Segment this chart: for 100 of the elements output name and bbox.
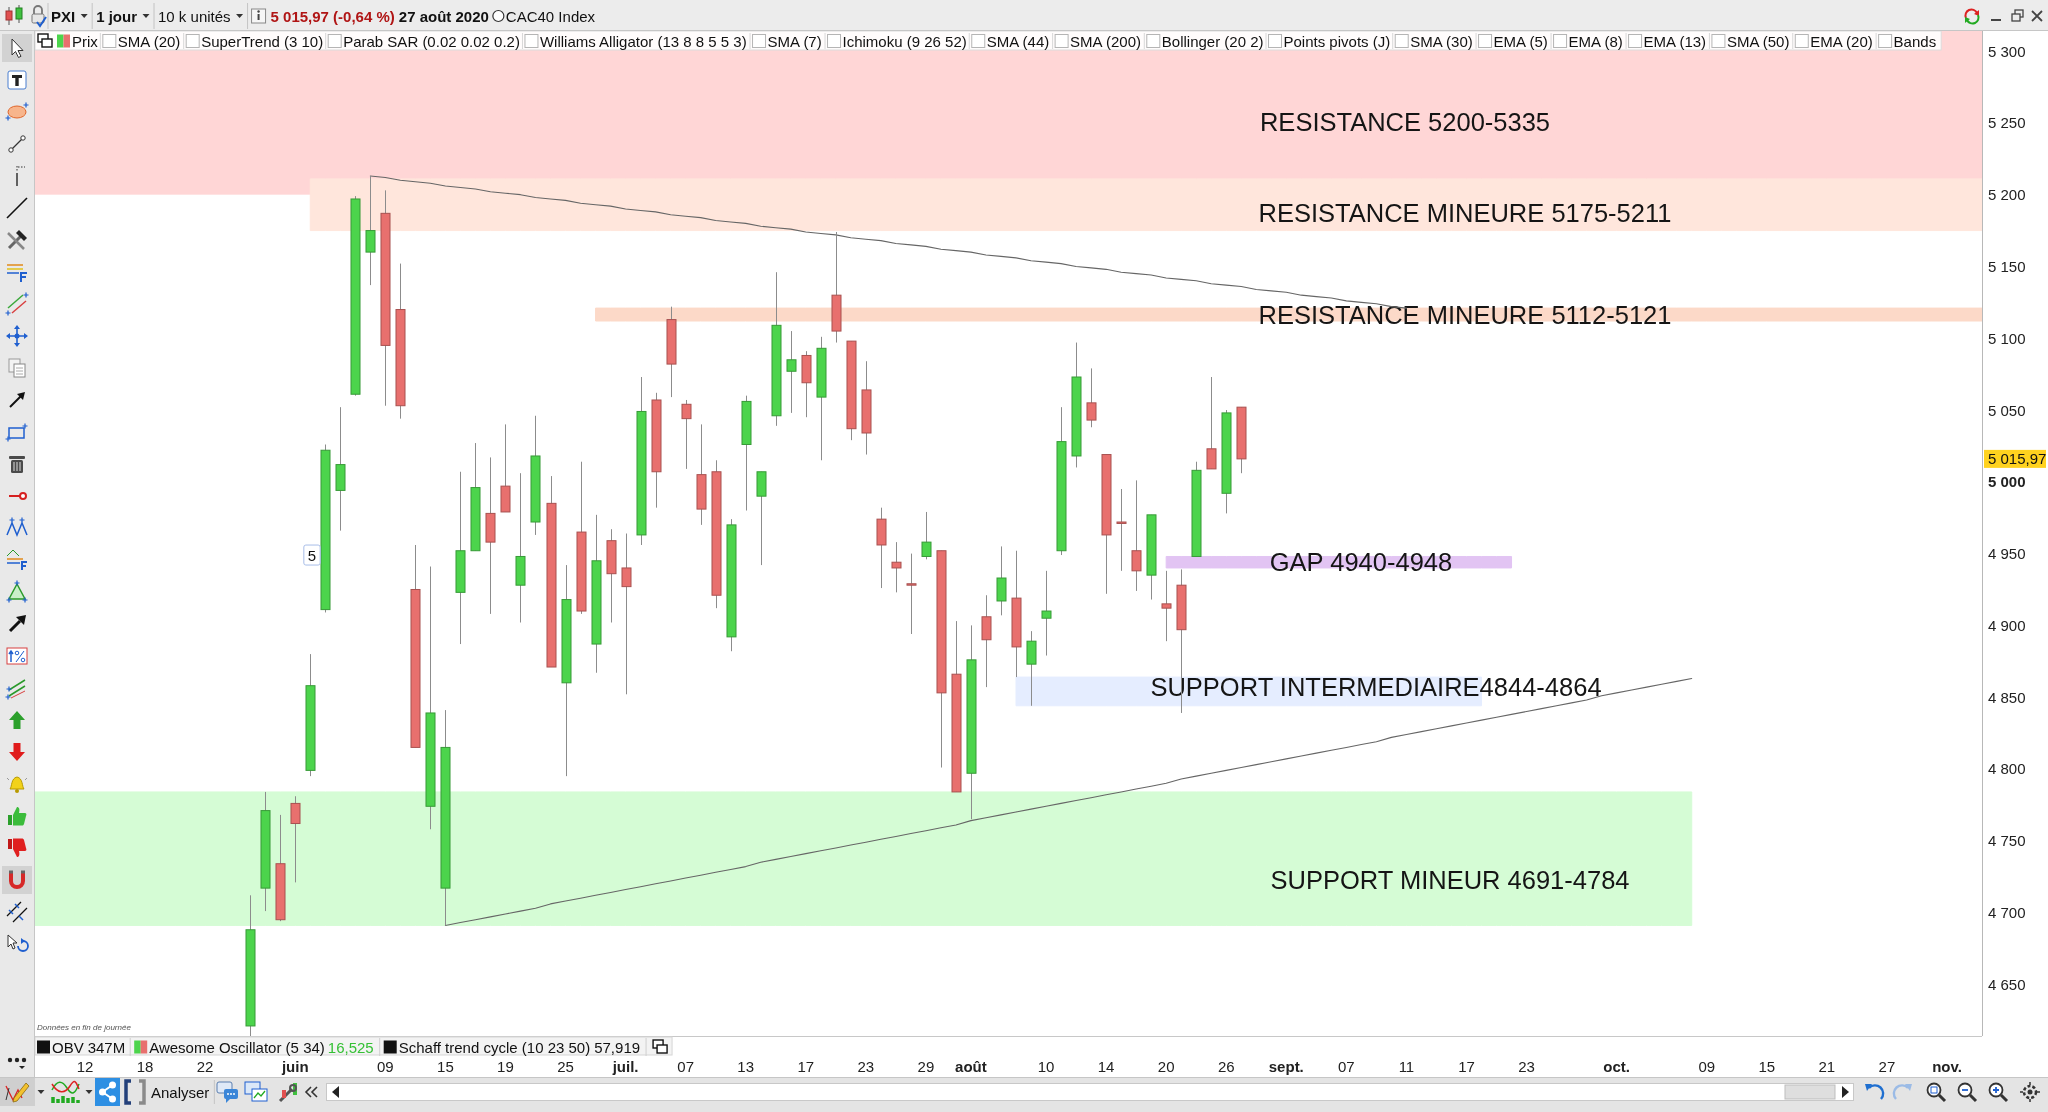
candlestick — [921, 511, 932, 560]
x-tick-label: 15 — [1758, 1057, 1776, 1075]
x-tick-label: nov. — [1932, 1057, 1962, 1075]
annotation: SMA (7) — [767, 32, 822, 50]
y-tick-label: 4 700 — [1988, 904, 2026, 922]
candlestick — [621, 533, 632, 695]
text: 16,525 — [327, 1038, 374, 1056]
x-tick-label: 26 — [1217, 1057, 1235, 1075]
annotation: SMA (44) — [986, 32, 1050, 50]
annotation: Bands — [1893, 32, 1937, 50]
x-tick-label: 07 — [1338, 1057, 1355, 1075]
annotation: GAP 4940-4948 — [1269, 548, 1453, 577]
text: 1 jour — [96, 7, 138, 25]
chart-subtitle: 27 août 2020 — [398, 7, 489, 25]
x-tick-label: 13 — [737, 1057, 755, 1075]
x-tick-label: 10 — [1037, 1057, 1055, 1075]
text: 10 k unités — [158, 7, 231, 25]
candlestick — [1131, 479, 1142, 592]
band-label: RESISTANCE 5200-5335 — [1259, 107, 1551, 136]
annotation: RESISTANCE MINEURE 5175-5211 — [1258, 198, 1672, 227]
annotation: SUPPORT MINEUR 4691-4784 — [1270, 865, 1630, 894]
annotation: Données en fin de journée — [37, 1023, 132, 1032]
line-series — [444, 677, 1693, 926]
candlestick — [1206, 376, 1217, 470]
x-tick-label: 09 — [376, 1057, 394, 1075]
x-tick-label: 14 — [1097, 1057, 1115, 1075]
candlestick — [1026, 630, 1037, 707]
annotation: SuperTrend (3 10) — [201, 32, 324, 50]
text: Awesome Oscillator (5 34) — [149, 1038, 325, 1056]
text: 5 015,97 (-0,64 %) — [270, 7, 395, 25]
x-tick-label: 17 — [1458, 1057, 1475, 1075]
y-tick-label: 5 050 — [1988, 401, 2026, 419]
candlestick — [786, 330, 797, 414]
x-tick-label: juil. — [611, 1057, 639, 1075]
candlestick — [1041, 570, 1052, 657]
x-tick-label: 23 — [857, 1057, 875, 1075]
text: Schaff trend cycle (10 23 50) — [398, 1038, 591, 1056]
candlestick — [290, 795, 301, 883]
annotation: SMA (30) — [1410, 32, 1473, 50]
annotation: SMA (200) — [1070, 32, 1141, 50]
annotation: EMA (13) — [1643, 32, 1707, 50]
candlestick — [681, 399, 692, 470]
y-tick-label: 4 750 — [1988, 832, 2026, 850]
annotation: Points pivots (J) — [1283, 32, 1391, 50]
x-tick-label: sept. — [1268, 1057, 1304, 1075]
x-tick-label: 21 — [1818, 1057, 1836, 1075]
text: PXI — [51, 7, 76, 25]
annotation: SMA (50) — [1726, 32, 1790, 50]
annotation: Parab SAR (0.02 0.02 0.2) — [343, 32, 520, 50]
annotation: Williams Alligator (13 8 8 5 5 3) — [539, 32, 747, 50]
x-tick-label: 27 — [1878, 1057, 1896, 1075]
x-tick-label: 18 — [136, 1057, 154, 1075]
annotation: EMA (5) — [1493, 32, 1548, 50]
y-tick-label: 4 900 — [1988, 616, 2026, 634]
x-tick-label: 23 — [1518, 1057, 1535, 1075]
x-tick-label: 25 — [557, 1057, 574, 1075]
y-tick-label: 5 100 — [1988, 329, 2026, 347]
candlestick — [996, 545, 1007, 616]
x-tick-label: août — [955, 1057, 987, 1075]
candlestick — [1116, 488, 1127, 572]
x-tick-label: 20 — [1157, 1057, 1175, 1075]
text: 5 015,97 — [1988, 450, 2047, 468]
annotation: SUPPORT INTERMEDIAIRE4844-4864 — [1150, 673, 1602, 702]
annotation: Bollinger (20 2) — [1161, 32, 1264, 50]
x-tick-label: 19 — [497, 1057, 514, 1075]
annotation: RESISTANCE MINEURE 5112-5121 — [1258, 300, 1672, 329]
text: OBV — [52, 1038, 84, 1056]
annotation: Ichimoku (9 26 52) — [842, 32, 967, 50]
x-tick-label: 07 — [677, 1057, 694, 1075]
text: 57,919 — [594, 1038, 641, 1056]
text: Analyser — [151, 1083, 210, 1101]
chart-title: CAC40 Index — [505, 7, 596, 25]
x-tick-label: 29 — [917, 1057, 935, 1075]
candlestick — [906, 553, 917, 635]
candlestick — [1086, 367, 1097, 428]
y-tick-label: 5 150 — [1988, 257, 2026, 275]
y-tick-label: 5 250 — [1988, 114, 2026, 132]
y-tick-label: 4 650 — [1988, 975, 2026, 993]
x-tick-label: 12 — [76, 1057, 94, 1075]
x-tick-label: 17 — [797, 1057, 815, 1075]
text: 347M — [87, 1038, 126, 1056]
candlestick — [365, 175, 376, 286]
candlestick — [1161, 570, 1172, 642]
y-tick-label: 4 950 — [1988, 545, 2026, 563]
annotation: EMA (8) — [1568, 32, 1623, 50]
annotation: SMA (20) — [117, 32, 181, 50]
candlestick — [981, 594, 992, 688]
x-tick-label: 11 — [1398, 1057, 1415, 1075]
candlestick — [891, 541, 902, 593]
y-tick-label: 4 800 — [1988, 760, 2026, 778]
y-tick-label: 5 000 — [1988, 473, 2026, 491]
annotation: 5 — [307, 546, 317, 564]
x-tick-label: oct. — [1603, 1057, 1630, 1075]
x-tick-label: 15 — [437, 1057, 454, 1075]
y-tick-label: 5 300 — [1988, 42, 2026, 60]
annotation: EMA (20) — [1810, 32, 1873, 50]
x-tick-label: 22 — [196, 1057, 214, 1075]
y-tick-label: 5 200 — [1988, 186, 2026, 204]
legend-label: Prix — [72, 32, 99, 50]
x-tick-label: juin — [280, 1057, 309, 1075]
